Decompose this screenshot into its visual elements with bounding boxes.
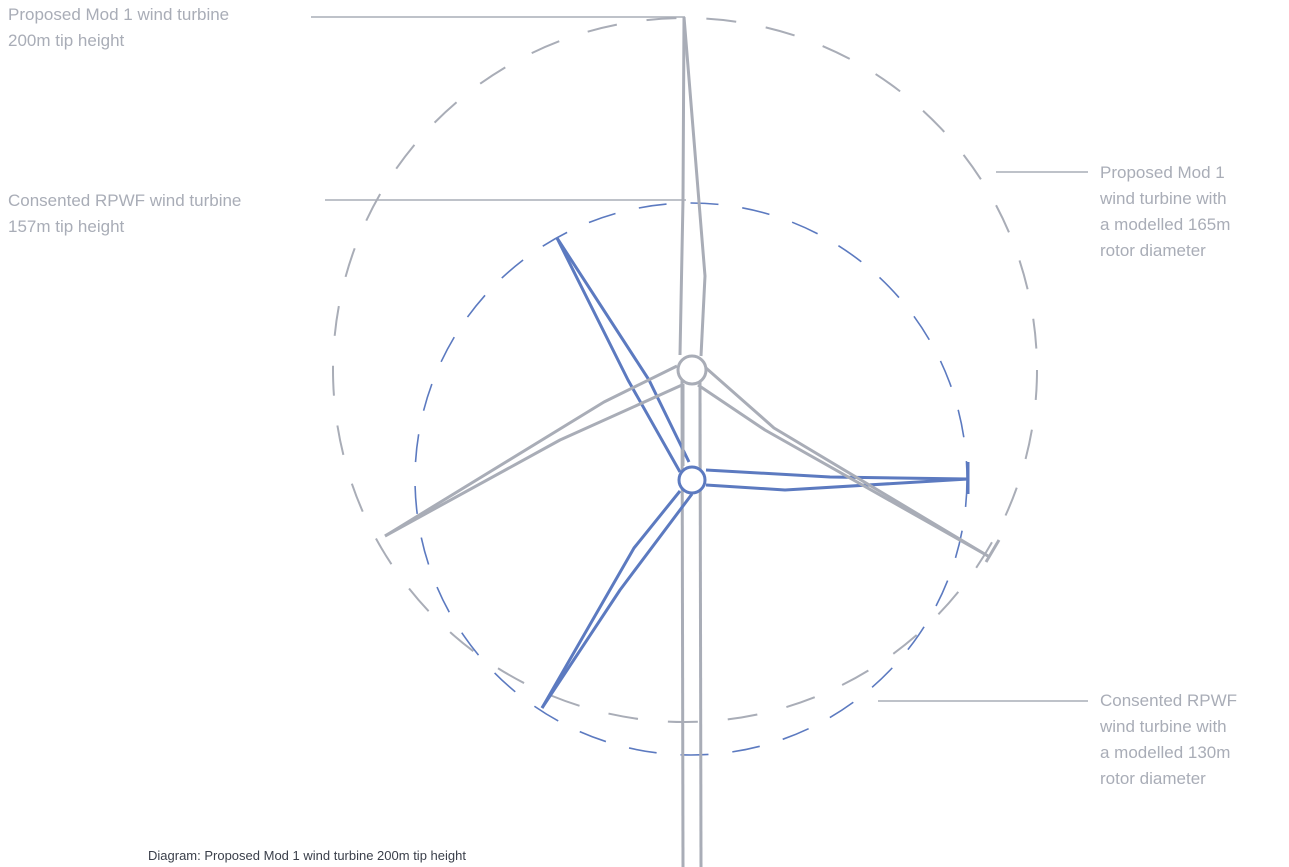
consented-hub — [677, 465, 707, 495]
leader-lines — [311, 16, 1088, 702]
label-consented-tip-height: Consented RPWF wind turbine 157m tip hei… — [8, 191, 242, 236]
label-proposed-rotor-diameter: Proposed Mod 1 wind turbine with a model… — [1100, 163, 1231, 260]
label-consented-rotor-diameter: Consented RPWF wind turbine with a model… — [1100, 691, 1237, 788]
diagram-caption: Diagram: Proposed Mod 1 wind turbine 200… — [148, 848, 466, 863]
proposed-turbine-blades — [384, 16, 1001, 563]
consented-turbine-blades — [540, 237, 970, 709]
label-proposed-tip-height: Proposed Mod 1 wind turbine 200m tip hei… — [8, 5, 230, 50]
proposed-hub — [676, 354, 708, 386]
proposed-rotor-circle — [332, 17, 1038, 723]
